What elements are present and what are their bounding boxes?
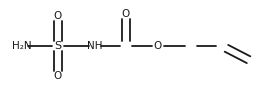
Text: O: O [154, 41, 162, 51]
Text: H₂N: H₂N [12, 41, 32, 51]
Text: O: O [54, 71, 62, 81]
Text: O: O [54, 11, 62, 21]
Text: O: O [122, 9, 130, 19]
Text: S: S [55, 41, 62, 51]
Text: NH: NH [87, 41, 103, 51]
